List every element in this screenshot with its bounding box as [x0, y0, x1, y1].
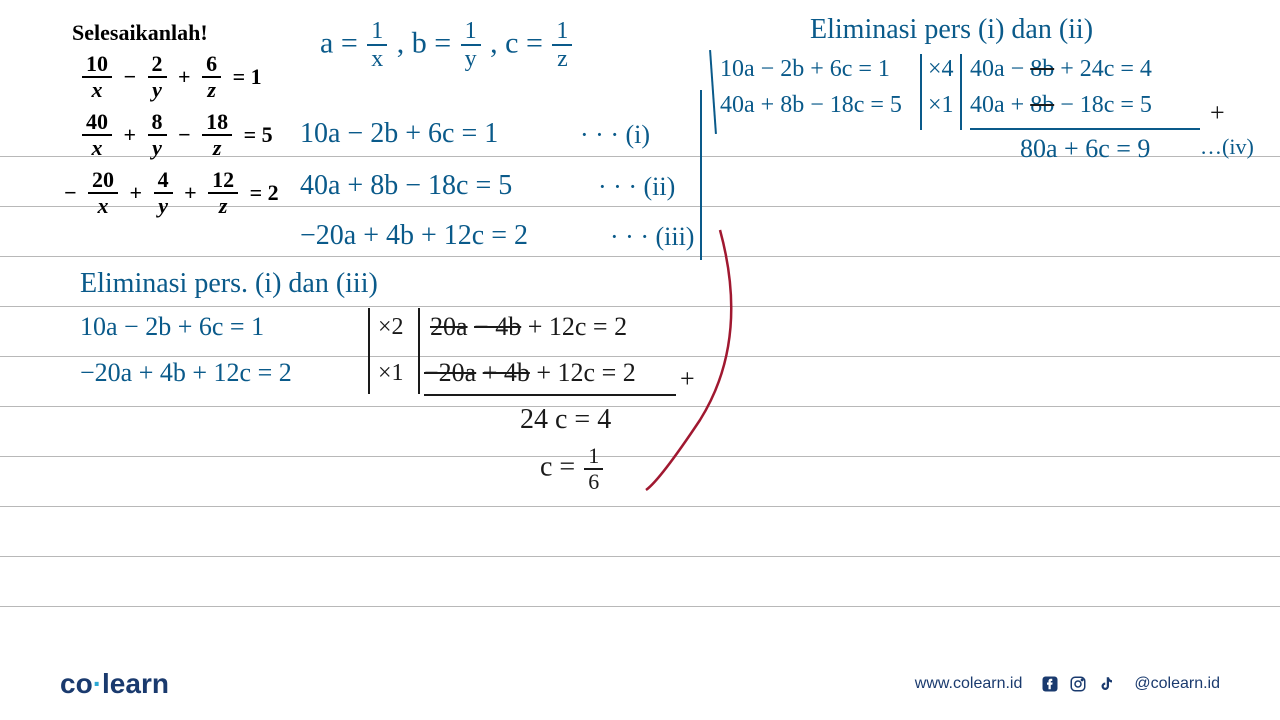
elim12-mul2: ×1: [928, 92, 954, 119]
elim13-rule: [424, 394, 676, 396]
elim13-result1: 24 c = 4: [520, 404, 611, 436]
elim13-mul1: ×2: [378, 314, 404, 341]
equation-2: 40x + 8y − 18z = 5: [80, 110, 277, 160]
elim13-mul2: ×1: [378, 360, 404, 387]
footer: co·learn www.colearn.id @colearn.id: [0, 668, 1280, 700]
social-icons: [1040, 674, 1116, 694]
elim13-title: Eliminasi pers. (i) dan (iii): [80, 268, 378, 300]
footer-handle: @colearn.id: [1134, 675, 1220, 693]
elim13-result2: c = 16: [540, 444, 605, 494]
system-eq-ii-tag: · · · (ii): [598, 172, 675, 202]
elim13-row2-left: −20a + 4b + 12c = 2: [80, 358, 292, 388]
problem-title: Selesaikanlah!: [72, 20, 208, 46]
elim12-result: 80a + 6c = 9: [1020, 134, 1150, 164]
elim12-title: Eliminasi pers (i) dan (ii): [810, 14, 1093, 46]
substitution-definition: a = 1x , b = 1y , c = 1z: [320, 18, 574, 73]
equation-3: − 20x + 4y + 12z = 2: [60, 168, 283, 218]
system-eq-ii: 40a + 8b − 18c = 5: [300, 170, 512, 202]
elim12-result-tag: …(iv): [1200, 134, 1254, 160]
instagram-icon: [1068, 674, 1088, 694]
tiktok-icon: [1096, 674, 1116, 694]
elim12-row2-left: 40a + 8b − 18c = 5: [720, 92, 902, 119]
connector-curve: [640, 220, 760, 500]
system-eq-i-tag: · · · (i): [580, 120, 650, 150]
footer-url: www.colearn.id: [915, 675, 1023, 693]
brand-logo: co·learn: [60, 668, 169, 700]
elim13-row2-right: −20a + 4b + 12c = 2: [424, 358, 636, 388]
elim13-vline-1: [368, 308, 370, 394]
equation-1: 10x − 2y + 6z = 1: [80, 52, 266, 102]
system-eq-i: 10a − 2b + 6c = 1: [300, 118, 498, 150]
elim12-vline-2: [960, 54, 962, 130]
elim12-row1-left: 10a − 2b + 6c = 1: [720, 56, 890, 83]
elim13-row1-right: 20a − 4b + 12c = 2: [430, 312, 627, 342]
system-eq-iii: −20a + 4b + 12c = 2: [300, 220, 528, 252]
elim12-brace: [709, 50, 717, 134]
elim13-vline-2: [418, 308, 420, 394]
elim12-row2-right: 40a + 8b − 18c = 5: [970, 92, 1152, 119]
elim12-mul1: ×4: [928, 56, 954, 83]
elim12-vline-1: [920, 54, 922, 130]
elim13-row1-left: 10a − 2b + 6c = 1: [80, 312, 264, 342]
elim12-rule: [970, 128, 1200, 130]
elim12-row1-right: 40a − 8b + 24c = 4: [970, 56, 1152, 83]
facebook-icon: [1040, 674, 1060, 694]
elim12-plus: +: [1210, 98, 1225, 128]
